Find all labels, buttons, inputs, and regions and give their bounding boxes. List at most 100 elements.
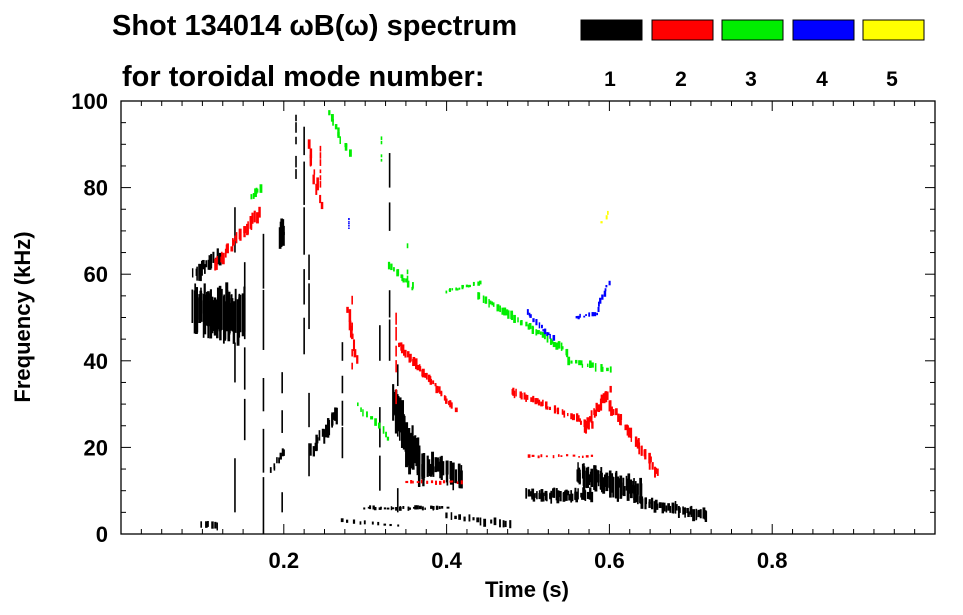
- spectral-point: [392, 393, 395, 416]
- spectral-point: [578, 456, 580, 458]
- spectral-point: [581, 455, 584, 459]
- spectral-point: [479, 280, 482, 285]
- spectral-point: [214, 521, 217, 529]
- spectral-point: [601, 472, 603, 493]
- spectral-point: [627, 427, 631, 438]
- spectral-point: [400, 419, 404, 448]
- spectral-point: [579, 418, 581, 423]
- spectral-point: [635, 481, 637, 498]
- spectral-streak: [388, 202, 391, 231]
- spectral-point: [441, 506, 444, 509]
- spectral-point: [633, 478, 635, 495]
- spectral-streak: [303, 269, 305, 305]
- series-mode-2: [214, 139, 659, 485]
- spectral-point: [424, 372, 428, 378]
- spectral-point: [528, 323, 532, 329]
- spectral-point: [216, 302, 220, 330]
- spectral-point: [597, 301, 600, 307]
- spectral-point: [513, 314, 516, 323]
- spectral-streak: [379, 325, 381, 361]
- spectral-point: [356, 355, 359, 364]
- spectral-streak: [308, 283, 310, 330]
- spectral-point: [458, 287, 461, 290]
- spectral-point: [656, 503, 659, 510]
- spectral-point: [318, 430, 321, 441]
- spectral-streak: [308, 254, 310, 280]
- spectral-point: [449, 469, 453, 485]
- spectral-point: [539, 331, 542, 335]
- spectral-point: [315, 434, 318, 451]
- spectral-point: [593, 408, 595, 416]
- spectral-point: [477, 281, 481, 286]
- spectral-point: [543, 328, 547, 335]
- spectral-point: [421, 506, 424, 511]
- spectral-point: [312, 174, 315, 185]
- spectral-point: [607, 476, 609, 488]
- spectral-point: [491, 301, 494, 306]
- spectral-streak: [395, 312, 397, 325]
- spectral-point: [402, 506, 405, 509]
- spectral-point: [515, 388, 517, 397]
- spectral-streak: [348, 225, 350, 227]
- spectral-streak: [351, 322, 353, 331]
- spectral-point: [638, 442, 641, 455]
- spectral-point: [545, 455, 548, 458]
- spectral-point: [590, 468, 594, 487]
- spectral-point: [445, 398, 448, 404]
- spectral-point: [216, 522, 218, 531]
- spectral-point: [540, 401, 544, 407]
- spectral-point: [686, 507, 689, 514]
- spectral-streak: [319, 145, 322, 152]
- spectral-point: [549, 333, 551, 339]
- spectral-point: [544, 490, 548, 497]
- spectral-streak: [319, 159, 322, 166]
- spectral-point: [563, 410, 566, 418]
- spectral-streak: [396, 394, 399, 412]
- spectral-point: [578, 360, 581, 366]
- spectral-streak: [388, 153, 391, 188]
- spectral-streak: [243, 262, 246, 289]
- spectral-point: [410, 480, 413, 484]
- spectral-point: [420, 479, 423, 484]
- spectral-point: [328, 110, 331, 116]
- spectral-point: [517, 317, 519, 323]
- y-tick-label: 0: [96, 522, 108, 547]
- spectral-point: [199, 263, 202, 282]
- spectral-point: [582, 487, 585, 498]
- spectral-point: [601, 294, 604, 300]
- axis-ticks: 0.2 0.4 0.6 0.8 0 20 40 60 80 100: [71, 89, 935, 573]
- spectral-point: [337, 127, 340, 137]
- spectral-point: [363, 520, 366, 525]
- spectral-streak: [295, 122, 297, 133]
- spectral-point: [656, 468, 659, 476]
- spectral-point: [334, 407, 337, 421]
- spectral-point: [396, 269, 400, 276]
- spectral-point: [387, 261, 391, 270]
- spectral-point: [503, 307, 507, 316]
- spectral-streak: [295, 155, 297, 168]
- spectral-point: [615, 408, 618, 416]
- spectral-point: [570, 360, 573, 364]
- spectral-point: [697, 509, 701, 518]
- spectral-point: [468, 284, 471, 288]
- spectral-point: [473, 281, 475, 286]
- spectral-point: [249, 216, 253, 229]
- spectral-point: [247, 221, 249, 234]
- spectral-point: [432, 380, 435, 385]
- spectral-point: [550, 340, 554, 344]
- spectral-point: [577, 488, 579, 500]
- spectral-point: [617, 478, 620, 488]
- spectral-point: [359, 521, 362, 525]
- spectral-point: [591, 312, 594, 317]
- y-axis-label: Frequency (kHz): [10, 231, 35, 402]
- spectral-point: [543, 492, 545, 502]
- spectral-point: [348, 320, 352, 331]
- spectral-point: [394, 400, 398, 434]
- spectral-point: [504, 520, 507, 528]
- spectral-point: [529, 314, 532, 318]
- spectral-point: [209, 301, 213, 339]
- spectral-point: [567, 412, 569, 417]
- spectral-point: [565, 454, 569, 457]
- spectral-point: [478, 292, 481, 299]
- spectral-point: [194, 283, 197, 328]
